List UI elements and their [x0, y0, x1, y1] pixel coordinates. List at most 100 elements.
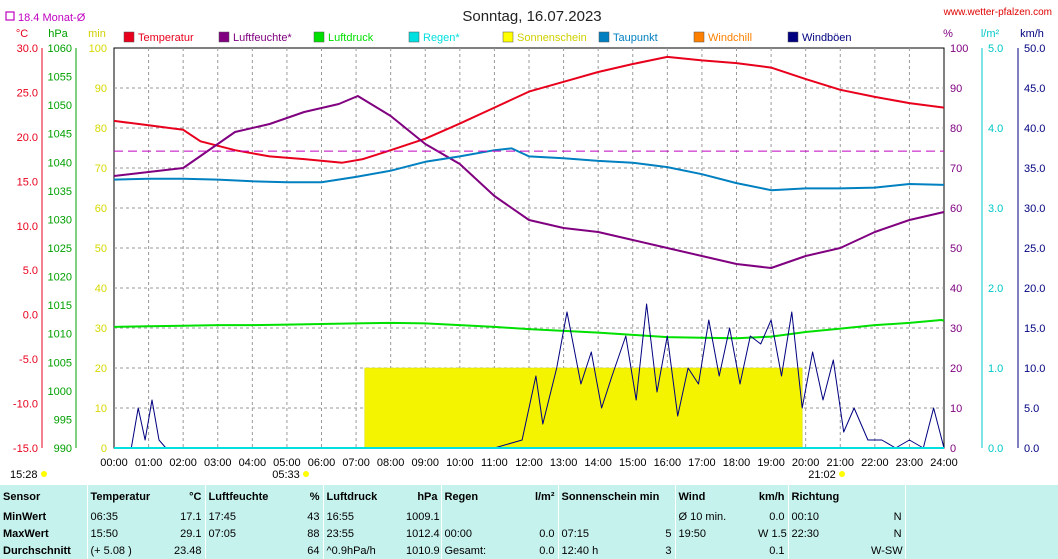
hdr-press-unit: hPa — [417, 490, 438, 503]
temp-time: 06:35 — [86, 508, 167, 526]
temp-value: 29.1 — [180, 527, 202, 540]
rain-time: 00:00 — [440, 525, 521, 543]
tick-label-press: 1020 — [48, 272, 72, 284]
monthly-avg-icon — [5, 11, 15, 21]
legend-label: Sonnenschein — [517, 32, 587, 44]
tick-label-pct: 70 — [950, 163, 962, 175]
wind-value: W 1.5 — [758, 527, 787, 540]
tick-label-press: 1000 — [48, 386, 72, 398]
hum-time: 17:45 — [204, 508, 285, 526]
tick-label-press: 1005 — [48, 357, 72, 369]
x-tick-label: 17:00 — [688, 457, 716, 469]
stats-row-avg: Durchschnitt (+ 5.08 ) 23.48 64 ^0.9hPa/… — [0, 542, 1058, 559]
tick-label-press: 1015 — [48, 300, 72, 312]
sun-value: 5 — [665, 527, 672, 540]
unit-pct: % — [943, 28, 953, 40]
hdr-rain-unit: l/m² — [534, 490, 555, 503]
x-tick-label: 07:00 — [342, 457, 370, 469]
tick-label-sun: 30 — [95, 323, 107, 335]
hum-value: 43 — [307, 510, 320, 523]
legend-swatch — [123, 31, 135, 43]
temp-time: 15:50 — [86, 525, 167, 543]
tick-label-wind: 25.0 — [1024, 243, 1045, 255]
hum-value: 64 — [307, 544, 320, 557]
tick-label-wind: 5.0 — [1024, 403, 1039, 415]
tick-label-pct: 50 — [950, 243, 962, 255]
x-tick-label: 20:00 — [792, 457, 820, 469]
series-line-luftfeuchte — [113, 95, 945, 269]
tick-label-sun: 20 — [95, 363, 107, 375]
axes: 30.0 25.0 20.0 15.0 10.0 5.0 0.0 -5.0 -10.0 -15.0… — [13, 43, 1046, 469]
sun-time: 12:40 h — [557, 542, 638, 559]
wind-time — [674, 542, 756, 559]
tick-label-temp: -5.0 — [19, 354, 38, 366]
tick-label-wind: 20.0 — [1024, 283, 1045, 295]
legend-label: Taupunkt — [613, 32, 658, 44]
x-tick-label: 18:00 — [723, 457, 751, 469]
temp-value: 23.48 — [173, 544, 202, 557]
hdr-rain: Regen — [440, 485, 521, 509]
tick-label-rain: 3.0 — [988, 203, 1003, 215]
x-tick-label: 23:00 — [896, 457, 924, 469]
legend-swatch — [787, 31, 799, 43]
stats-row-min: MinWert 06:35 17.1 17:45 43 16:55 1009.1… — [0, 508, 1058, 526]
stats-header-row: Sensor Temperatur °C Luftfeuchte % Luftd… — [0, 485, 1058, 509]
tick-label-pct: 60 — [950, 203, 962, 215]
legend-swatch — [598, 31, 610, 43]
row-spacer — [904, 525, 1058, 543]
chart-title: Sonntag, 16.07.2023 — [462, 8, 601, 25]
x-tick-label: 02:00 — [169, 457, 197, 469]
temp-time: (+ 5.08 ) — [86, 542, 167, 559]
sunshine-bars — [364, 367, 803, 449]
series-line-taupunkt — [113, 147, 945, 192]
tick-label-temp: 15.0 — [17, 176, 38, 188]
hdr-dir: Richtung — [787, 485, 906, 509]
x-tick-label: 01:00 — [135, 457, 163, 469]
tick-label-press: 1060 — [48, 43, 72, 55]
tick-label-temp: 0.0 — [23, 310, 38, 322]
monthly-avg-label: 18.4 Monat-Ø — [18, 12, 86, 24]
tick-label-sun: 100 — [89, 43, 107, 55]
tick-label-press: 1030 — [48, 214, 72, 226]
stats-row-max: MaxWert 15:50 29.1 07:05 88 23:55 1012.4… — [0, 525, 1058, 543]
tick-label-temp: -10.0 — [13, 399, 38, 411]
legend-swatch — [408, 31, 420, 43]
tick-label-temp: 25.0 — [17, 87, 38, 99]
tick-label-press: 1050 — [48, 100, 72, 112]
hum-time — [204, 542, 285, 559]
wind-value: 0.1 — [769, 544, 785, 557]
legend-label: Regen* — [423, 32, 460, 44]
wind-time: Ø 10 min. — [674, 508, 756, 526]
x-tick-label: 19:00 — [757, 457, 785, 469]
legend-label: Luftfeuchte* — [233, 32, 292, 44]
sun-time — [557, 508, 638, 526]
unit-rain: l/m² — [981, 28, 1000, 40]
hdr-wind-unit: km/h — [758, 490, 785, 503]
x-tick-label: 05:00 — [273, 457, 301, 469]
tick-label-rain: 0.0 — [988, 443, 1003, 455]
site-link[interactable]: www.wetter-pfalzen.com — [943, 7, 1052, 18]
wind-time: 19:50 — [674, 525, 756, 543]
legend-swatch — [218, 31, 230, 43]
x-tick-label: 11:00 — [481, 457, 508, 469]
tick-label-sun: 0 — [101, 443, 107, 455]
tick-label-sun: 10 — [95, 403, 107, 415]
tick-label-temp: 5.0 — [23, 265, 38, 277]
tick-label-pct: 0 — [950, 443, 956, 455]
tick-label-pct: 40 — [950, 283, 962, 295]
tick-label-press: 990 — [54, 443, 72, 455]
press-time: 16:55 — [322, 508, 403, 526]
tick-label-press: 1035 — [48, 186, 72, 198]
hdr-temp: Temperatur — [86, 485, 167, 509]
hum-time: 07:05 — [204, 525, 285, 543]
tick-label-pct: 30 — [950, 323, 962, 335]
x-tick-label: 03:00 — [204, 457, 232, 469]
press-time: 23:55 — [322, 525, 403, 543]
sunshine-bar — [364, 367, 803, 449]
rain-time — [440, 508, 521, 526]
dir-time: 00:10 — [787, 508, 869, 526]
hdr-spacer — [904, 485, 1058, 509]
legend-swatch — [693, 31, 705, 43]
row-spacer — [904, 542, 1058, 559]
grid — [114, 48, 944, 448]
